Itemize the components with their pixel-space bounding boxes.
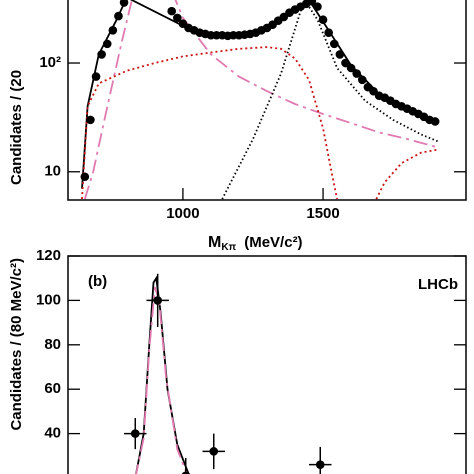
y-tick-label: 100 — [36, 291, 61, 308]
y-axis-label: Candidates / (20 — [8, 70, 25, 185]
y-tick-label: 120 — [36, 247, 61, 264]
y-tick-label: 80 — [44, 336, 61, 353]
data-point — [130, 429, 140, 438]
experiment-label: LHCb — [418, 276, 458, 293]
x-label-sub: Kπ — [221, 242, 236, 253]
frame — [67, 0, 467, 201]
plot-area — [80, 0, 440, 200]
x-label-main: M — [208, 234, 221, 251]
data-point — [335, 50, 345, 59]
plot-area — [124, 273, 332, 474]
data-point — [173, 13, 182, 23]
data-point — [181, 471, 190, 474]
data-point — [430, 117, 440, 126]
x-tick-label: 1500 — [306, 205, 339, 222]
x-tick-label: 1000 — [166, 205, 199, 222]
data-point — [97, 50, 106, 59]
data-point — [315, 460, 325, 469]
data-point — [341, 58, 350, 68]
data-point — [91, 72, 101, 81]
panel-label: (b) — [88, 273, 107, 290]
data-point — [352, 69, 361, 78]
data-point — [153, 296, 162, 305]
data-point — [108, 25, 118, 35]
data-point — [114, 11, 123, 21]
data-point — [102, 39, 112, 49]
x-axis-label: MKπ (MeV/c²) — [208, 234, 303, 253]
y-tick-label: 40 — [44, 425, 61, 442]
data-point — [313, 2, 322, 11]
data-point — [324, 28, 333, 37]
data-point — [167, 6, 177, 16]
data-point — [357, 75, 367, 85]
fit-curve — [83, 0, 436, 200]
y-tick-label: 10² — [39, 54, 61, 71]
x-label-unit: (MeV/c²) — [244, 234, 302, 251]
data-point — [86, 115, 95, 125]
frame — [67, 255, 467, 474]
data-point — [209, 447, 219, 456]
fit-curve — [135, 286, 188, 474]
data-point — [318, 15, 328, 25]
data-point — [346, 63, 356, 73]
y-tick-label: 10 — [44, 163, 61, 180]
y-axis-label: Candidates / (80 MeV/c²) — [8, 258, 25, 431]
data-point — [80, 172, 90, 182]
data-point — [119, 0, 129, 7]
y-tick-label: 60 — [44, 380, 61, 397]
data-point — [329, 39, 339, 49]
fit-curve — [135, 275, 191, 474]
